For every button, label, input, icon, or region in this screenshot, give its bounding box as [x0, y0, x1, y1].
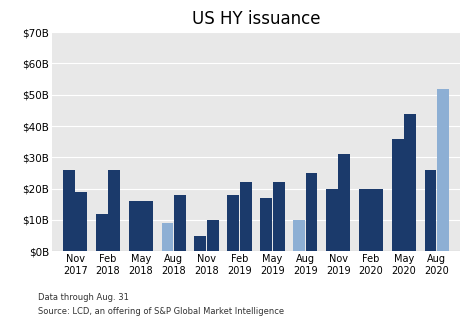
Bar — [338, 154, 350, 251]
Bar — [194, 235, 206, 251]
Bar — [260, 198, 272, 251]
Bar — [306, 173, 318, 251]
Bar — [326, 189, 338, 251]
Bar — [425, 170, 437, 251]
Bar — [96, 213, 108, 251]
Bar — [228, 195, 239, 251]
Bar — [75, 192, 87, 251]
Bar — [162, 223, 173, 251]
Bar — [293, 220, 305, 251]
Bar — [240, 182, 252, 251]
Bar — [273, 182, 284, 251]
Bar — [359, 189, 371, 251]
Bar — [404, 114, 416, 251]
Bar — [109, 170, 120, 251]
Bar — [392, 138, 403, 251]
Text: Data through Aug. 31: Data through Aug. 31 — [38, 293, 129, 302]
Bar — [371, 189, 383, 251]
Bar — [141, 201, 153, 251]
Bar — [63, 170, 75, 251]
Bar — [129, 201, 141, 251]
Bar — [437, 89, 449, 251]
Text: Source: LCD, an offering of S&P Global Market Intelligence: Source: LCD, an offering of S&P Global M… — [38, 307, 284, 316]
Bar — [174, 195, 186, 251]
Title: US HY issuance: US HY issuance — [191, 10, 320, 28]
Bar — [207, 220, 219, 251]
